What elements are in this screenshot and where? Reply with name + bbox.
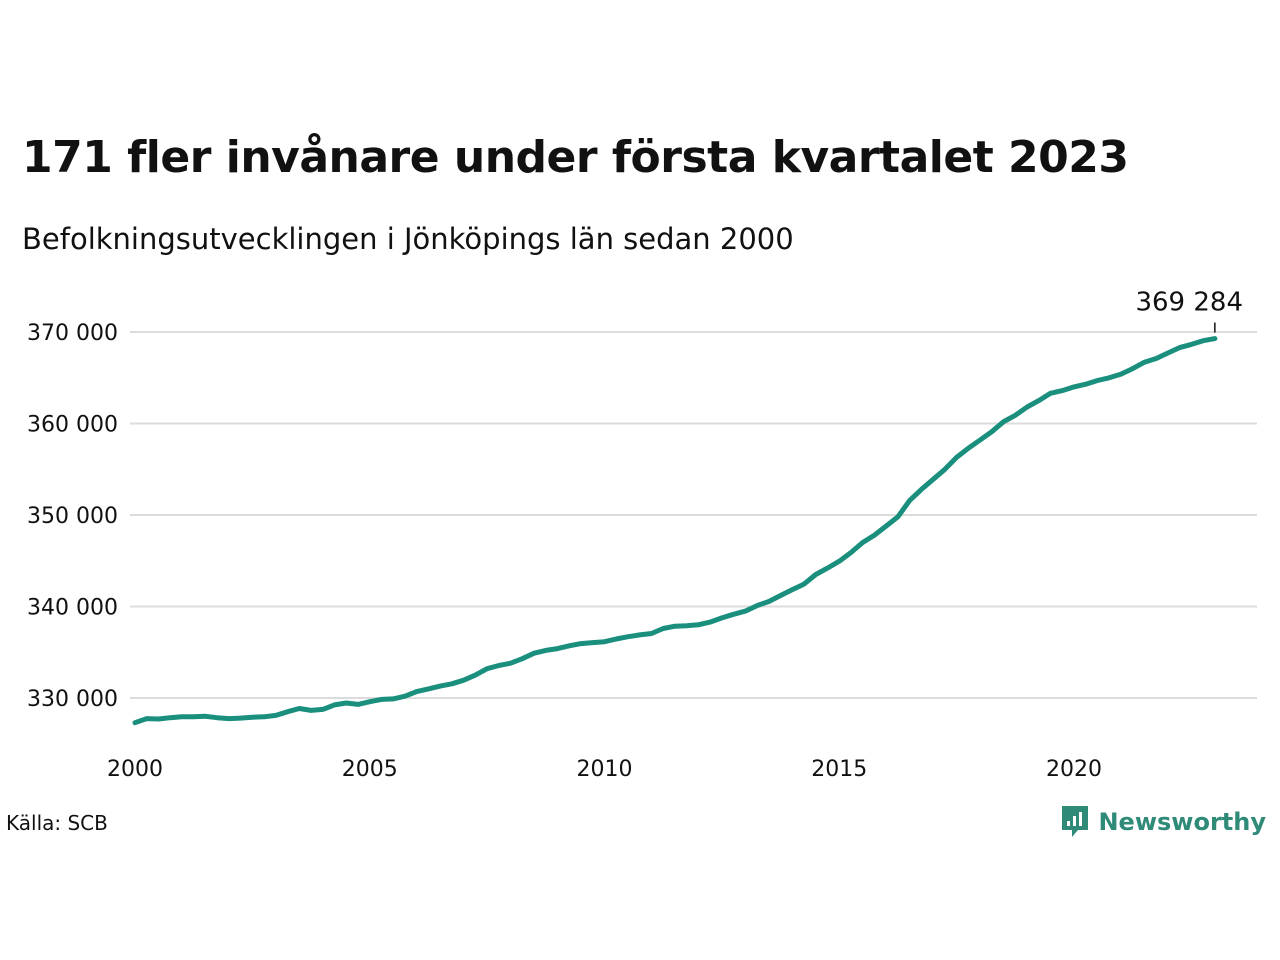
x-tick-label: 2000 xyxy=(107,757,163,782)
x-tick-label: 2010 xyxy=(577,757,633,782)
y-tick-labels: 330 000 340 000 350 000 360 000 370 000 xyxy=(27,321,118,712)
y-tick-label: 340 000 xyxy=(27,596,118,621)
y-tick-label: 330 000 xyxy=(27,687,118,712)
line-chart: 330 000 340 000 350 000 360 000 370 000 2000… xyxy=(27,288,1257,782)
chart-subtitle: Befolkningsutvecklingen i Jönköpings län… xyxy=(22,222,794,256)
x-tick-labels: 2000 2005 2010 2015 2020 xyxy=(107,757,1102,782)
brand-name: Newsworthy xyxy=(1098,808,1266,836)
brand-logo[interactable]: Newsworthy xyxy=(1060,803,1266,841)
chart-title: 171 fler invånare under första kvartalet… xyxy=(22,132,1129,183)
y-tick-label: 370 000 xyxy=(27,321,118,346)
series-group xyxy=(132,336,1218,726)
annotation-group: 369 284 xyxy=(1135,288,1243,333)
annotation-label: 369 284 xyxy=(1135,288,1243,318)
x-tick-label: 2020 xyxy=(1046,757,1102,782)
x-tick-label: 2005 xyxy=(342,757,398,782)
y-gridlines xyxy=(130,331,1257,699)
source-note: Källa: SCB xyxy=(6,811,108,835)
population-line xyxy=(132,336,1218,726)
x-tick-label: 2015 xyxy=(811,757,867,782)
newsworthy-logo-icon xyxy=(1062,806,1089,837)
y-tick-label: 360 000 xyxy=(27,413,118,438)
y-tick-label: 350 000 xyxy=(27,504,118,529)
